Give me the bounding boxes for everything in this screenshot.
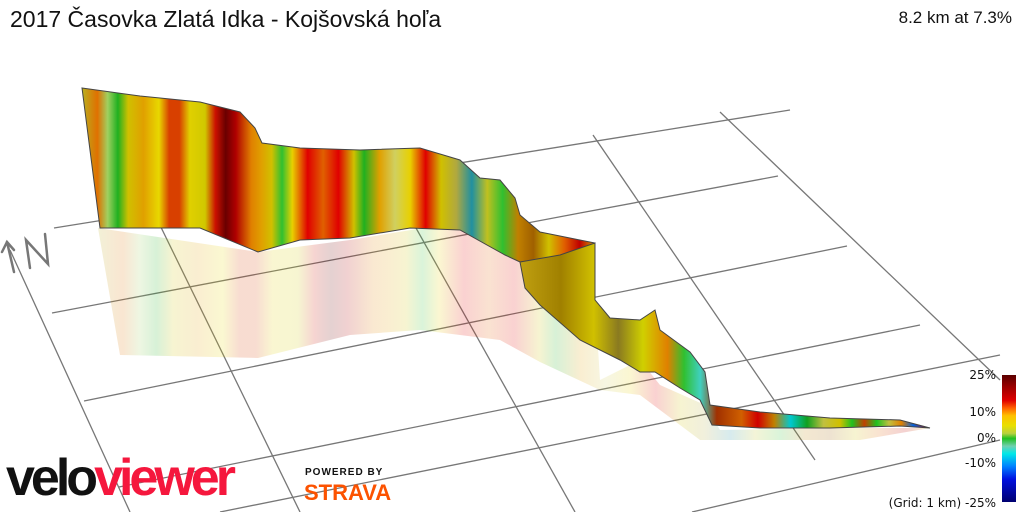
profile-wall-upper (81, 87, 596, 302)
logo-viewer: viewer (94, 449, 236, 507)
legend-tick-25: 25% (969, 368, 996, 382)
grid-note: (Grid: 1 km) (888, 496, 962, 510)
legend-tick-minus10: -10% (964, 456, 996, 470)
gradient-color-bar (1002, 375, 1016, 502)
segment-stats: 8.2 km at 7.3% (898, 8, 1012, 27)
powered-by-label: POWERED BY (305, 467, 384, 478)
grid-scale-note: (Grid: 1 km) -25% (880, 496, 996, 510)
page-title: 2017 Časovka Zlatá Idka - Kojšovská hoľa (10, 6, 442, 32)
veloviewer-logo[interactable]: veloviewer (6, 449, 236, 507)
legend-tick-minus25: -25% (964, 496, 996, 510)
legend-tick-0: 0% (976, 431, 996, 445)
logo-velo: velo (6, 449, 98, 507)
profile-wall-lower (519, 242, 931, 429)
strava-logo[interactable]: STRAVA (304, 480, 392, 505)
legend-tick-10: 10% (969, 405, 996, 419)
north-arrow-icon (0, 232, 50, 274)
profile-reflection (98, 222, 930, 440)
